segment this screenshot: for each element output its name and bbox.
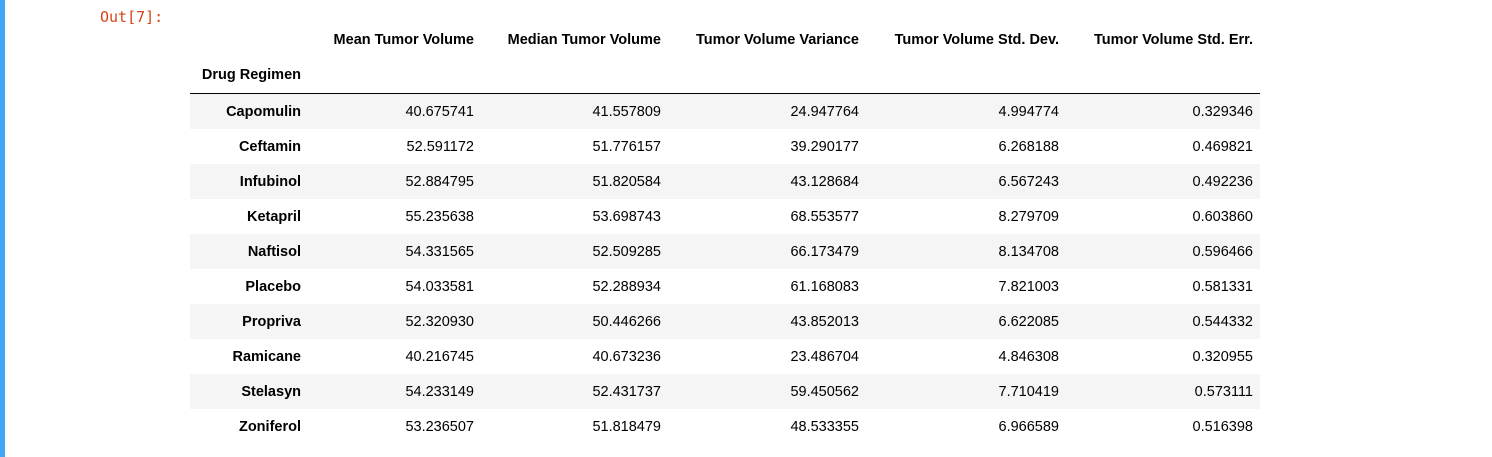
table-cell: 66.173479 (790, 243, 859, 260)
table-cell: 43.852013 (790, 313, 859, 330)
table-cell: 43.128684 (790, 173, 859, 190)
table-cell: 6.966589 (998, 418, 1059, 435)
row-index-label: Propriva (242, 313, 301, 330)
table-cell: 7.710419 (998, 383, 1059, 400)
table-cell: 0.469821 (1192, 138, 1253, 155)
table-cell: 6.268188 (998, 138, 1059, 155)
table-cell: 59.450562 (790, 383, 859, 400)
table-cell: 51.820584 (592, 173, 661, 190)
row-index-label: Capomulin (226, 103, 301, 120)
empty-header-cell (668, 57, 866, 94)
column-header-row: Mean Tumor Volume Median Tumor Volume Tu… (190, 22, 1260, 57)
table-cell: 68.553577 (790, 208, 859, 225)
table-row: Infubinol 52.884795 51.820584 43.128684 6.56… (190, 164, 1260, 199)
empty-header-cell (308, 57, 481, 94)
table-cell: 51.818479 (592, 418, 661, 435)
table-cell: 0.544332 (1192, 313, 1253, 330)
table-cell: 0.492236 (1192, 173, 1253, 190)
table-cell: 51.776157 (592, 138, 661, 155)
table-cell: 6.567243 (998, 173, 1059, 190)
table-cell: 0.516398 (1192, 418, 1253, 435)
row-index-label: Ramicane (232, 348, 301, 365)
empty-header-cell (481, 57, 668, 94)
table-cell: 52.320930 (405, 313, 474, 330)
dataframe-table: Mean Tumor Volume Median Tumor Volume Tu… (190, 22, 1260, 444)
column-header: Mean Tumor Volume (333, 31, 474, 48)
row-index-label: Stelasyn (241, 383, 301, 400)
table-cell: 4.994774 (998, 103, 1059, 120)
table-cell: 52.288934 (592, 278, 661, 295)
table-cell: 0.603860 (1192, 208, 1253, 225)
index-name-row: Drug Regimen (190, 57, 1260, 94)
row-index-label: Ceftamin (238, 138, 301, 155)
table-cell: 24.947764 (790, 103, 859, 120)
empty-header-cell (866, 57, 1066, 94)
row-index-label: Placebo (245, 278, 301, 295)
table-row: Ketapril 55.235638 53.698743 68.553577 8.279… (190, 199, 1260, 234)
empty-header-cell (1066, 57, 1260, 94)
table-cell: 0.581331 (1192, 278, 1253, 295)
table-cell: 4.846308 (998, 348, 1059, 365)
table-cell: 7.821003 (998, 278, 1059, 295)
table-cell: 61.168083 (790, 278, 859, 295)
table-cell: 52.431737 (592, 383, 661, 400)
table-row: Stelasyn 54.233149 52.431737 59.450562 7.710… (190, 374, 1260, 409)
table-cell: 54.233149 (405, 383, 474, 400)
table-cell: 0.320955 (1192, 348, 1253, 365)
table-cell: 41.557809 (592, 103, 661, 120)
table-row: Zoniferol 53.236507 51.818479 48.533355 6.96… (190, 409, 1260, 444)
table-row: Placebo 54.033581 52.288934 61.168083 7.8210… (190, 269, 1260, 304)
table-row: Naftisol 54.331565 52.509285 66.173479 8.134… (190, 234, 1260, 269)
column-header: Median Tumor Volume (507, 31, 661, 48)
row-index-label: Zoniferol (238, 418, 301, 435)
table-cell: 6.622085 (998, 313, 1059, 330)
table-body: Capomulin 40.675741 41.557809 24.947764 4.99… (190, 93, 1260, 445)
table-cell: 23.486704 (790, 348, 859, 365)
table-cell: 0.329346 (1192, 103, 1253, 120)
table-cell: 0.573111 (1194, 383, 1253, 400)
table-cell: 55.235638 (405, 208, 474, 225)
table-cell: 40.216745 (405, 348, 474, 365)
table-cell: 40.675741 (405, 103, 474, 120)
table-cell: 48.533355 (790, 418, 859, 435)
row-index-label: Naftisol (247, 243, 301, 260)
table-row: Ramicane 40.216745 40.673236 23.486704 4.846… (190, 339, 1260, 374)
table-cell: 54.033581 (405, 278, 474, 295)
output-prompt: Out[7]: (100, 8, 164, 26)
table-cell: 40.673236 (592, 348, 661, 365)
table-cell: 52.509285 (592, 243, 661, 260)
index-name: Drug Regimen (201, 67, 301, 83)
table-cell: 53.698743 (592, 208, 661, 225)
table-row: Ceftamin 52.591172 51.776157 39.290177 6.268… (190, 129, 1260, 164)
table-cell: 0.596466 (1192, 243, 1253, 260)
table-cell: 52.591172 (406, 138, 474, 155)
table-cell: 8.134708 (998, 243, 1059, 260)
cell-selection-border (0, 0, 5, 457)
table-cell: 50.446266 (592, 313, 661, 330)
corner-cell (190, 22, 308, 57)
row-index-label: Ketapril (247, 208, 301, 225)
table-cell: 53.236507 (405, 418, 474, 435)
row-index-label: Infubinol (239, 173, 301, 190)
column-header: Tumor Volume Std. Dev. (894, 31, 1059, 48)
table-cell: 54.331565 (405, 243, 474, 260)
table-cell: 52.884795 (405, 173, 474, 190)
table-row: Propriva 52.320930 50.446266 43.852013 6.622… (190, 304, 1260, 339)
column-header: Tumor Volume Std. Err. (1094, 31, 1253, 48)
table-row: Capomulin 40.675741 41.557809 24.947764 4.99… (190, 93, 1260, 129)
column-header: Tumor Volume Variance (695, 31, 859, 48)
table-cell: 8.279709 (998, 208, 1059, 225)
table-cell: 39.290177 (790, 138, 859, 155)
